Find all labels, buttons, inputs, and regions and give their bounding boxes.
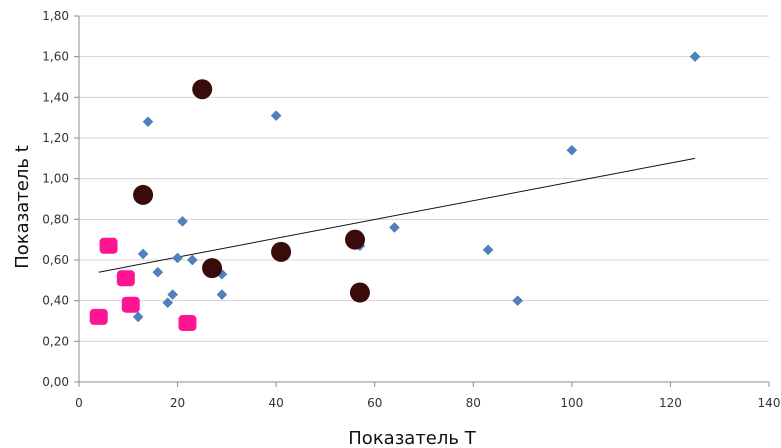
data-point-diamond — [566, 144, 578, 156]
data-point-circle — [345, 229, 365, 250]
data-point-diamond — [216, 289, 228, 300]
data-point-circle — [192, 79, 213, 100]
y-tick-label: 1,40 — [42, 90, 69, 104]
data-point-diamond — [162, 297, 174, 309]
y-axis-title: Показатель t — [12, 145, 33, 269]
x-axis-title: Показатель T — [348, 428, 476, 448]
data-point-square — [89, 308, 108, 325]
y-tick-label: 1,00 — [42, 172, 69, 186]
data-point-square — [99, 237, 118, 254]
data-point-diamond — [512, 295, 523, 307]
data-point-diamond — [167, 289, 178, 300]
data-point-diamond — [152, 266, 164, 278]
x-tick-label: 20 — [170, 396, 185, 410]
y-tick-label: 0,00 — [42, 375, 69, 389]
data-point-diamond — [177, 216, 188, 227]
y-tick-label: 0,60 — [42, 253, 69, 267]
data-point-circle — [271, 241, 292, 262]
data-point-diamond — [389, 222, 400, 233]
x-tick-label: 60 — [367, 396, 382, 410]
y-tick-label: 0,40 — [42, 294, 69, 308]
data-point-diamond — [132, 311, 144, 323]
data-point-circle — [133, 184, 154, 205]
y-tick-label: 1,80 — [42, 9, 69, 23]
data-point-diamond — [142, 116, 154, 128]
data-point-circle — [202, 258, 223, 279]
data-point-circle — [349, 282, 370, 303]
y-tick-label: 0,20 — [42, 334, 69, 348]
data-point-diamond — [689, 51, 701, 63]
y-tick-label: 0,80 — [42, 212, 69, 226]
data-point-diamond — [482, 244, 494, 256]
data-point-square — [121, 296, 140, 313]
data-point-diamond — [270, 110, 282, 121]
data-point-square — [178, 315, 197, 332]
data-point-diamond — [137, 248, 149, 260]
trendline — [98, 157, 696, 273]
y-tick-label: 1,20 — [42, 131, 69, 145]
data-point-diamond — [187, 254, 198, 266]
x-tick-label: 0 — [75, 396, 83, 410]
x-tick-label: 40 — [269, 396, 284, 410]
x-tick-label: 80 — [466, 396, 481, 410]
x-tick-label: 140 — [758, 396, 781, 410]
data-point-square — [116, 270, 135, 287]
x-tick-label: 120 — [659, 396, 682, 410]
y-tick-label: 1,60 — [42, 50, 69, 64]
x-tick-label: 100 — [560, 396, 583, 410]
data-point-diamond — [172, 252, 183, 264]
